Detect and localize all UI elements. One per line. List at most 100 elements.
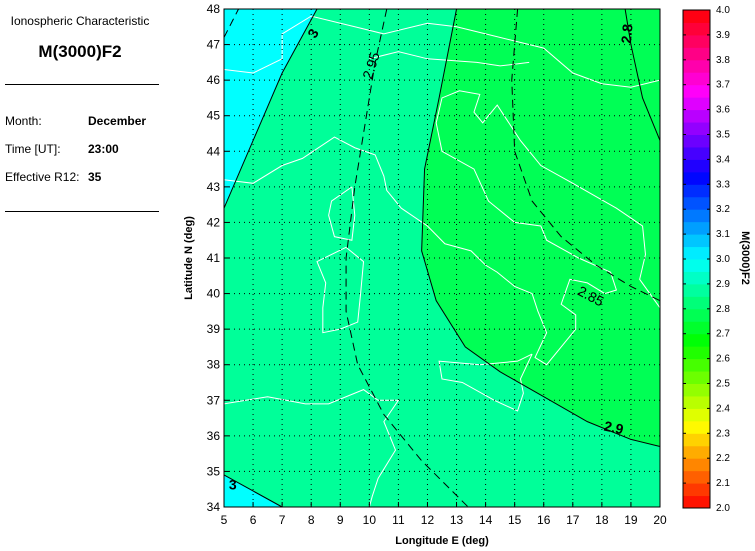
colorbar-tick-label: 3.5 bbox=[716, 130, 730, 141]
coastline bbox=[223, 15, 661, 88]
parameter-title: M(3000)F2 bbox=[38, 42, 122, 61]
x-tick-label: 20 bbox=[653, 513, 667, 527]
contour-label: 2.8 bbox=[618, 23, 636, 44]
colorbar-swatch bbox=[683, 72, 710, 86]
colorbar-swatch bbox=[683, 433, 710, 447]
colorbar-swatch bbox=[683, 109, 710, 123]
colorbar-swatch bbox=[683, 259, 710, 272]
contour-line-2.8 bbox=[624, 8, 661, 141]
colorbar-swatch bbox=[683, 321, 710, 335]
colorbar-swatch bbox=[683, 159, 710, 173]
colorbar-swatch bbox=[683, 395, 710, 409]
colorbar-tick-label: 3.0 bbox=[716, 254, 730, 265]
x-tick-label: 13 bbox=[450, 513, 464, 527]
contour-label: 3 bbox=[229, 476, 237, 492]
colorbar-swatch bbox=[683, 408, 710, 422]
colorbar-swatch bbox=[683, 59, 710, 73]
coastline bbox=[316, 246, 365, 334]
colorbar-swatch bbox=[683, 246, 710, 260]
contour-line-2.95 bbox=[345, 8, 469, 508]
x-tick-label: 8 bbox=[308, 513, 315, 527]
info-heading: Ionospheric Characteristic bbox=[10, 14, 150, 28]
divider bbox=[5, 211, 159, 212]
colorbar-swatch bbox=[683, 10, 710, 23]
colorbar-swatch bbox=[683, 333, 710, 347]
coastline bbox=[223, 389, 400, 508]
colorbar-tick-label: 2.9 bbox=[716, 279, 730, 290]
r12-label: Effective R12: bbox=[5, 170, 80, 184]
x-tick-label: 18 bbox=[595, 513, 609, 527]
y-tick-label: 48 bbox=[207, 2, 221, 16]
colorbar-tick-label: 3.7 bbox=[716, 80, 730, 91]
colorbar-swatch bbox=[683, 22, 710, 36]
month-value: December bbox=[88, 114, 147, 128]
colorbar-swatch bbox=[683, 134, 710, 148]
colorbar-tick-label: 3.2 bbox=[716, 204, 730, 215]
region-2.8-2.9 bbox=[421, 9, 660, 447]
colorbar-swatch bbox=[683, 34, 710, 48]
grid bbox=[224, 9, 660, 507]
coastline bbox=[328, 186, 356, 241]
x-axis-label: Longitude E (deg) bbox=[395, 535, 489, 547]
colorbar-swatch bbox=[683, 97, 710, 111]
coastline bbox=[369, 51, 530, 67]
colorbar-swatch bbox=[683, 283, 710, 297]
y-tick-label: 37 bbox=[207, 393, 221, 407]
r12-value: 35 bbox=[88, 170, 102, 184]
colorbar-swatch bbox=[683, 383, 710, 397]
colorbar-tick-label: 2.5 bbox=[716, 379, 730, 390]
y-tick-label: 40 bbox=[207, 287, 221, 301]
time-value: 23:00 bbox=[88, 142, 119, 156]
colorbar-swatch bbox=[683, 209, 710, 223]
y-axis-label: Latitude N (deg) bbox=[183, 216, 195, 300]
colorbar-swatch bbox=[683, 122, 710, 135]
colorbar-swatch bbox=[683, 470, 710, 484]
x-tick-label: 10 bbox=[363, 513, 377, 527]
colorbar-tick-label: 4.0 bbox=[716, 5, 730, 16]
colorbar-swatch bbox=[683, 171, 710, 185]
region-3.0 bbox=[224, 9, 318, 209]
colorbar-swatch bbox=[683, 371, 710, 384]
time-label: Time [UT]: bbox=[5, 142, 61, 156]
colorbar-label: M(3000)F2 bbox=[739, 231, 751, 285]
colorbar-tick-label: 3.4 bbox=[716, 154, 730, 165]
contour-line-3 bbox=[223, 8, 318, 209]
colorbar-tick-label: 3.9 bbox=[716, 30, 730, 41]
y-tick-label: 42 bbox=[207, 215, 221, 229]
y-tick-label: 44 bbox=[207, 144, 221, 158]
colorbar-tick-label: 3.6 bbox=[716, 105, 730, 116]
colorbar-tick-label: 2.7 bbox=[716, 329, 730, 340]
colorbar-tick-label: 2.2 bbox=[716, 453, 730, 464]
y-tick-label: 39 bbox=[207, 322, 221, 336]
y-tick-label: 47 bbox=[207, 38, 221, 52]
colorbar-swatch bbox=[683, 483, 710, 497]
y-tick-label: 43 bbox=[207, 180, 221, 194]
colorbar-swatch bbox=[683, 458, 710, 472]
y-tick-label: 36 bbox=[207, 429, 221, 443]
colorbar-tick-label: 2.6 bbox=[716, 354, 730, 365]
colorbar-tick-label: 2.4 bbox=[716, 403, 730, 414]
colorbar-swatch bbox=[683, 346, 710, 360]
colorbar-swatch bbox=[683, 308, 710, 322]
colorbar-swatch bbox=[683, 271, 710, 285]
colorbar-swatch bbox=[683, 296, 710, 310]
y-tick-label: 41 bbox=[207, 251, 221, 265]
divider bbox=[5, 84, 159, 85]
x-tick-label: 14 bbox=[479, 513, 493, 527]
x-tick-label: 5 bbox=[221, 513, 228, 527]
colorbar-tick-label: 3.1 bbox=[716, 229, 730, 240]
coastlines bbox=[223, 15, 661, 508]
colorbar-swatch bbox=[683, 84, 710, 98]
x-tick-label: 7 bbox=[279, 513, 286, 527]
x-tick-label: 16 bbox=[537, 513, 551, 527]
x-tick-label: 11 bbox=[392, 513, 405, 527]
x-tick-label: 17 bbox=[566, 513, 580, 527]
colorbar-swatch bbox=[683, 445, 710, 459]
colorbar-swatch bbox=[683, 47, 710, 61]
y-tick-label: 35 bbox=[207, 464, 221, 478]
colorbar-swatch bbox=[683, 184, 710, 198]
x-tick-label: 9 bbox=[337, 513, 344, 527]
colorbar-tick-label: 2.8 bbox=[716, 304, 730, 315]
colorbar-tick-label: 2.3 bbox=[716, 428, 730, 439]
